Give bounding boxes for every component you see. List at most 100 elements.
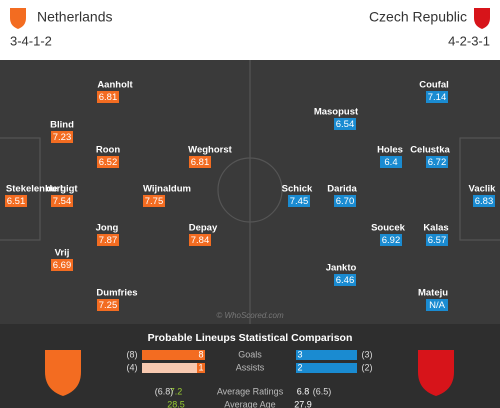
- rating: 6.52: [99, 157, 118, 168]
- player-name: Jankto: [326, 263, 357, 274]
- rating-badge: [380, 234, 402, 246]
- rating-badge: [97, 234, 119, 246]
- player-name: de Ligt: [46, 184, 78, 195]
- comparison-panel: [0, 324, 500, 408]
- rating-badge: [334, 118, 356, 130]
- home-bar: [142, 363, 205, 373]
- rating-badge: [189, 156, 211, 168]
- rating: 6.92: [382, 235, 401, 246]
- home-value: 28.5: [167, 399, 185, 408]
- rating-badge: [288, 195, 310, 207]
- rating-badge: [97, 156, 119, 168]
- rating: 6.72: [428, 157, 447, 168]
- away-crest: [474, 8, 490, 29]
- rating-badge: [5, 195, 27, 207]
- rating-badge: [426, 299, 448, 311]
- rating-badge: [334, 274, 356, 286]
- stat-label: Goals: [238, 349, 262, 359]
- rating-badge: [426, 156, 448, 168]
- away-box: [459, 137, 500, 241]
- away-value: 6.8: [297, 386, 310, 396]
- rating-badge: [334, 195, 356, 207]
- away-value: 27.9: [294, 399, 312, 408]
- player-name: Holes: [377, 145, 403, 156]
- away-bar: [296, 363, 357, 373]
- home-name: Netherlands: [37, 9, 113, 25]
- away-name: Czech Republic: [369, 9, 467, 25]
- rating-badge: [426, 234, 448, 246]
- header-bg: [0, 0, 500, 60]
- player-name: Masopust: [314, 107, 359, 118]
- home-value: 8: [198, 349, 203, 359]
- rating: 6.54: [336, 119, 355, 130]
- rating-badge: [51, 195, 73, 207]
- rating: N/A: [429, 300, 446, 311]
- rating: 6.83: [475, 196, 494, 207]
- home-crest: [10, 8, 26, 29]
- rating: 6.81: [99, 92, 118, 103]
- player-name: Coufal: [419, 80, 449, 91]
- player-name: Blind: [50, 120, 74, 131]
- player-name: Celustka: [410, 145, 450, 156]
- home-bar: [142, 350, 205, 360]
- rating-badge: [143, 195, 165, 207]
- rating: 7.25: [99, 300, 118, 311]
- rating-badge: [189, 234, 211, 246]
- rating-badge: [426, 91, 448, 103]
- player-name: Soucek: [371, 223, 406, 234]
- player-name: Wijnaldum: [143, 184, 191, 195]
- player-name: Vaclik: [469, 184, 497, 195]
- rating: 6.69: [53, 260, 72, 271]
- stat-label: Average Ratings: [217, 386, 284, 396]
- rating: 7.14: [428, 92, 447, 103]
- rating: 7.75: [145, 196, 164, 207]
- rating-badge: [51, 131, 73, 143]
- player-name: Vrij: [55, 248, 70, 259]
- rating-badge: [473, 195, 495, 207]
- home-total: (8): [127, 349, 138, 359]
- away-badge: [418, 350, 454, 396]
- home-value: 7.2: [170, 386, 183, 396]
- rating: 7.87: [99, 235, 118, 246]
- home-box: [0, 137, 41, 241]
- player-name: Darida: [327, 184, 357, 195]
- away-total: (3): [362, 349, 373, 359]
- rating-badge: [97, 299, 119, 311]
- rating-badge: [51, 259, 73, 271]
- player-name: Stekelenburg: [6, 184, 66, 195]
- rating: 6.70: [336, 196, 355, 207]
- player-name: Aanholt: [97, 80, 133, 91]
- home-value: 1: [198, 362, 203, 372]
- rating: 7.45: [290, 196, 309, 207]
- player-name: Schick: [282, 184, 313, 195]
- rating: 6.46: [336, 275, 355, 286]
- stat-label: Assists: [236, 362, 265, 372]
- player-name: Kalas: [423, 223, 448, 234]
- stat-label: Average Age: [224, 399, 275, 408]
- player-name: Jong: [96, 223, 119, 234]
- home-badge: [45, 350, 81, 396]
- away-total: (6.5): [313, 386, 332, 396]
- rating-badge: [380, 156, 402, 168]
- rating: 6.81: [191, 157, 210, 168]
- home-formation: 3-4-1-2: [10, 33, 52, 48]
- player-name: Roon: [96, 145, 120, 156]
- rating: 6.57: [428, 235, 447, 246]
- player-name: Weghorst: [188, 145, 232, 156]
- comparison-title: Probable Lineups Statistical Comparison: [148, 332, 353, 344]
- away-value: 3: [297, 349, 302, 359]
- home-bar-part: [197, 363, 205, 373]
- centre-circle: [217, 157, 283, 223]
- rating: 6.51: [7, 196, 26, 207]
- rating: 7.23: [53, 132, 72, 143]
- away-formation: 4-2-3-1: [448, 33, 490, 48]
- rating-badge: [97, 91, 119, 103]
- away-bar: [296, 350, 357, 360]
- rating: 6.4: [384, 157, 397, 168]
- rating: 7.54: [53, 196, 72, 207]
- away-total: (2): [362, 362, 373, 372]
- home-total: (6.8): [155, 386, 174, 396]
- player-name: Dumfries: [96, 288, 137, 299]
- player-name: Depay: [189, 223, 218, 234]
